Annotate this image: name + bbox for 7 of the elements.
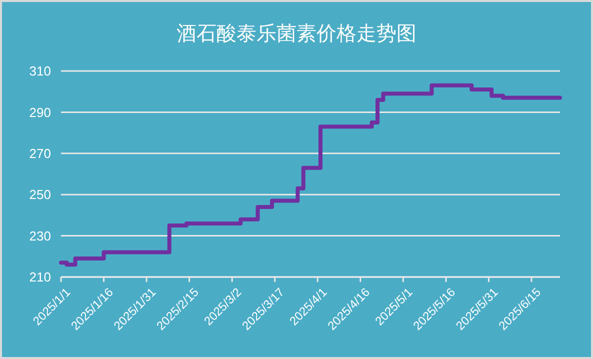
chart-title: 酒石酸泰乐菌素价格走势图 bbox=[176, 23, 416, 45]
y-tick-label: 210 bbox=[29, 270, 51, 285]
y-tick-label: 230 bbox=[29, 228, 51, 244]
y-tick-label: 270 bbox=[29, 146, 51, 161]
y-tick-label: 290 bbox=[29, 104, 51, 120]
y-tick-label: 250 bbox=[29, 187, 51, 202]
y-tick-label: 310 bbox=[29, 64, 51, 79]
